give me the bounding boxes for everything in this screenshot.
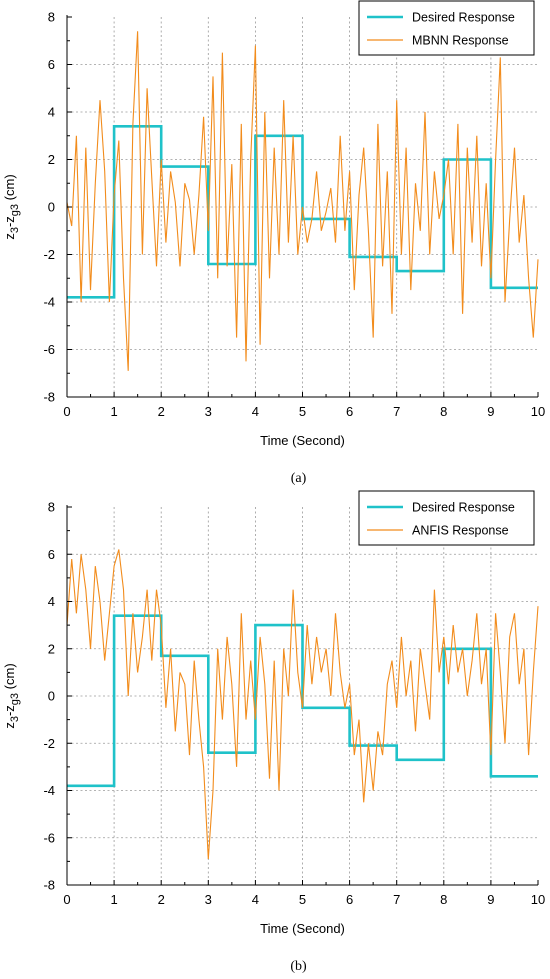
x-axis-title: Time (Second) [260,921,345,936]
chart-b-svg: 8 6 4 2 0 -2 -4 -6 -8 0 1 2 3 4 5 6 7 8 9 10 Time (Second) z3… [2,490,545,974]
response-line-b [66,549,539,860]
x-tick-label: 1 [110,404,117,419]
legend-label: Desired Response [412,501,515,515]
x-tick-label: 7 [393,892,400,907]
x-tick-label: 8 [440,892,447,907]
response-line-a [66,31,539,371]
x-tick-label: 9 [487,404,494,419]
x-tick-label: 5 [299,404,306,419]
x-tick-label: 7 [393,404,400,419]
x-tick-label: 6 [346,892,353,907]
chart-panel-b: 8 6 4 2 0 -2 -4 -6 -8 0 1 2 3 4 5 6 7 8 9 10 Time (Second) z3… [0,490,550,979]
x-tick-label: 10 [531,892,545,907]
y-tick-label: 0 [48,689,55,704]
x-tick-label: 4 [252,892,259,907]
y-tick-label: -2 [43,736,55,751]
y-tick-label: -8 [43,878,55,893]
y-tick-label: -2 [43,247,55,262]
x-tick-label: 9 [487,892,494,907]
x-axis-title: Time (Second) [260,433,345,448]
y-tick-label: -8 [43,390,55,405]
y-tick-label: 8 [48,500,55,515]
y-tick-label: 2 [48,152,55,167]
x-tick-label: 1 [110,892,117,907]
y-tick-label: 4 [48,105,55,120]
chart-panel-a: 8 6 4 2 0 -2 -4 -6 -8 0 1 2 3 4 5 6 7 8 9 10 Time (Second) z3… [2,0,545,486]
x-tick-label: 2 [158,404,165,419]
y-tick-label: 6 [48,547,55,562]
y-axis-title: z3-zg3 (cm) [2,174,21,239]
y-tick-label: 4 [48,594,55,609]
legend-label: MBNN Response [412,34,509,48]
chart-a-svg: 8 6 4 2 0 -2 -4 -6 -8 0 1 2 3 4 5 6 7 8 9 10 Time (Second) z3… [2,0,545,486]
x-tick-label: 5 [299,892,306,907]
panel-label: (b) [290,959,307,974]
y-tick-label: -4 [43,783,55,798]
y-tick-label: -6 [43,342,55,357]
panel-label: (a) [291,471,307,486]
legend: Desired Response MBNN Response [358,0,535,56]
x-tick-label: 2 [158,892,165,907]
legend: Desired Response ANFIS Response [358,490,535,546]
legend-box [358,490,535,546]
x-tick-label: 0 [63,404,70,419]
y-tick-label: 0 [48,200,55,215]
legend-label: Desired Response [412,11,515,25]
desired-response-line-a [67,125,538,299]
legend-label: ANFIS Response [412,524,509,538]
x-tick-label: 6 [346,404,353,419]
y-tick-label: 2 [48,641,55,656]
x-tick-label: 8 [440,404,447,419]
y-tick-label: 8 [48,10,55,25]
y-tick-label: -6 [43,830,55,845]
y-tick-label: -4 [43,295,55,310]
x-tick-label: 4 [252,404,259,419]
x-tick-label: 10 [531,404,545,419]
x-tick-label: 0 [63,892,70,907]
x-tick-label: 3 [205,892,212,907]
y-axis-title: z3-zg3 (cm) [2,663,21,728]
y-tick-label: 6 [48,57,55,72]
x-tick-label: 3 [205,404,212,419]
legend-box [358,0,535,56]
